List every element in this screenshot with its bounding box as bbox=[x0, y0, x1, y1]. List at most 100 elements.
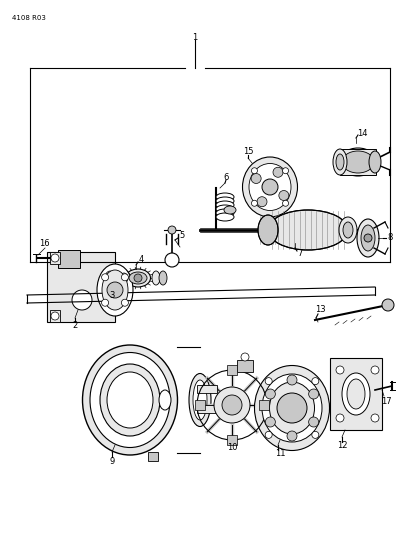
Circle shape bbox=[262, 179, 278, 195]
Text: 6: 6 bbox=[223, 173, 229, 182]
Circle shape bbox=[134, 274, 142, 282]
Text: 8: 8 bbox=[387, 233, 392, 243]
Ellipse shape bbox=[242, 157, 297, 217]
Circle shape bbox=[251, 200, 257, 206]
Ellipse shape bbox=[339, 148, 377, 176]
Circle shape bbox=[122, 274, 129, 281]
Text: 15: 15 bbox=[243, 148, 253, 157]
Text: 10: 10 bbox=[227, 443, 237, 453]
Ellipse shape bbox=[107, 372, 153, 428]
Bar bbox=[237, 360, 253, 372]
Circle shape bbox=[222, 395, 242, 415]
Bar bbox=[58, 250, 80, 268]
Circle shape bbox=[102, 274, 109, 281]
Circle shape bbox=[265, 417, 275, 427]
Ellipse shape bbox=[343, 222, 353, 238]
Bar bbox=[197, 405, 217, 413]
Circle shape bbox=[287, 375, 297, 385]
Ellipse shape bbox=[129, 272, 147, 284]
Ellipse shape bbox=[361, 225, 375, 251]
Bar bbox=[197, 385, 217, 393]
Ellipse shape bbox=[105, 271, 115, 285]
Text: 13: 13 bbox=[315, 305, 325, 314]
Circle shape bbox=[308, 417, 319, 427]
Circle shape bbox=[251, 174, 261, 183]
Text: 17: 17 bbox=[381, 398, 391, 407]
Bar bbox=[148, 452, 158, 461]
Ellipse shape bbox=[97, 264, 133, 316]
Text: 2: 2 bbox=[72, 321, 78, 330]
Circle shape bbox=[279, 190, 289, 200]
Ellipse shape bbox=[159, 390, 171, 410]
Text: 4108 R03: 4108 R03 bbox=[12, 15, 46, 21]
Circle shape bbox=[336, 366, 344, 374]
Text: 11: 11 bbox=[275, 449, 285, 458]
Ellipse shape bbox=[339, 217, 357, 243]
Circle shape bbox=[214, 387, 250, 423]
Ellipse shape bbox=[255, 366, 330, 450]
Ellipse shape bbox=[268, 210, 348, 250]
Circle shape bbox=[265, 389, 275, 399]
Ellipse shape bbox=[216, 201, 234, 209]
Circle shape bbox=[312, 431, 319, 438]
Circle shape bbox=[257, 197, 267, 207]
Circle shape bbox=[265, 431, 272, 438]
Ellipse shape bbox=[342, 373, 370, 415]
Text: 9: 9 bbox=[109, 457, 115, 466]
Ellipse shape bbox=[216, 209, 234, 217]
Circle shape bbox=[283, 200, 288, 206]
Text: 14: 14 bbox=[357, 128, 367, 138]
Circle shape bbox=[241, 353, 249, 361]
Circle shape bbox=[273, 167, 283, 177]
Ellipse shape bbox=[216, 197, 234, 205]
Ellipse shape bbox=[159, 271, 167, 285]
Ellipse shape bbox=[120, 273, 128, 283]
Bar bbox=[227, 435, 237, 445]
Ellipse shape bbox=[82, 345, 177, 455]
Circle shape bbox=[51, 254, 59, 262]
Circle shape bbox=[371, 366, 379, 374]
Circle shape bbox=[102, 299, 109, 306]
Circle shape bbox=[336, 414, 344, 422]
Ellipse shape bbox=[102, 270, 128, 310]
Circle shape bbox=[72, 290, 92, 310]
Bar bbox=[50, 252, 60, 264]
Circle shape bbox=[283, 168, 288, 174]
Circle shape bbox=[122, 299, 129, 306]
Ellipse shape bbox=[333, 149, 347, 175]
Ellipse shape bbox=[336, 154, 344, 170]
Bar bbox=[227, 365, 237, 375]
Circle shape bbox=[265, 377, 272, 385]
Ellipse shape bbox=[216, 193, 234, 201]
Circle shape bbox=[287, 431, 297, 441]
Circle shape bbox=[312, 377, 319, 385]
Ellipse shape bbox=[342, 151, 374, 173]
Ellipse shape bbox=[100, 364, 160, 436]
Bar bbox=[50, 310, 60, 322]
Bar bbox=[195, 400, 205, 410]
Bar bbox=[330, 358, 382, 430]
Text: 3: 3 bbox=[109, 292, 115, 301]
Bar bbox=[47, 252, 115, 322]
Ellipse shape bbox=[126, 269, 151, 287]
Circle shape bbox=[165, 253, 179, 267]
Ellipse shape bbox=[102, 268, 118, 288]
Circle shape bbox=[251, 168, 257, 174]
Ellipse shape bbox=[152, 271, 160, 285]
Bar bbox=[340, 149, 376, 175]
Ellipse shape bbox=[270, 382, 315, 434]
Ellipse shape bbox=[193, 380, 207, 420]
Circle shape bbox=[51, 312, 59, 320]
Ellipse shape bbox=[118, 270, 130, 286]
Ellipse shape bbox=[258, 215, 278, 245]
Text: 5: 5 bbox=[180, 231, 185, 240]
Ellipse shape bbox=[369, 151, 381, 173]
Circle shape bbox=[371, 414, 379, 422]
Ellipse shape bbox=[347, 379, 365, 409]
Circle shape bbox=[277, 393, 307, 423]
Ellipse shape bbox=[357, 219, 379, 257]
Ellipse shape bbox=[90, 352, 170, 448]
Text: 7: 7 bbox=[297, 249, 303, 259]
Text: 12: 12 bbox=[337, 441, 347, 450]
Ellipse shape bbox=[216, 205, 234, 213]
